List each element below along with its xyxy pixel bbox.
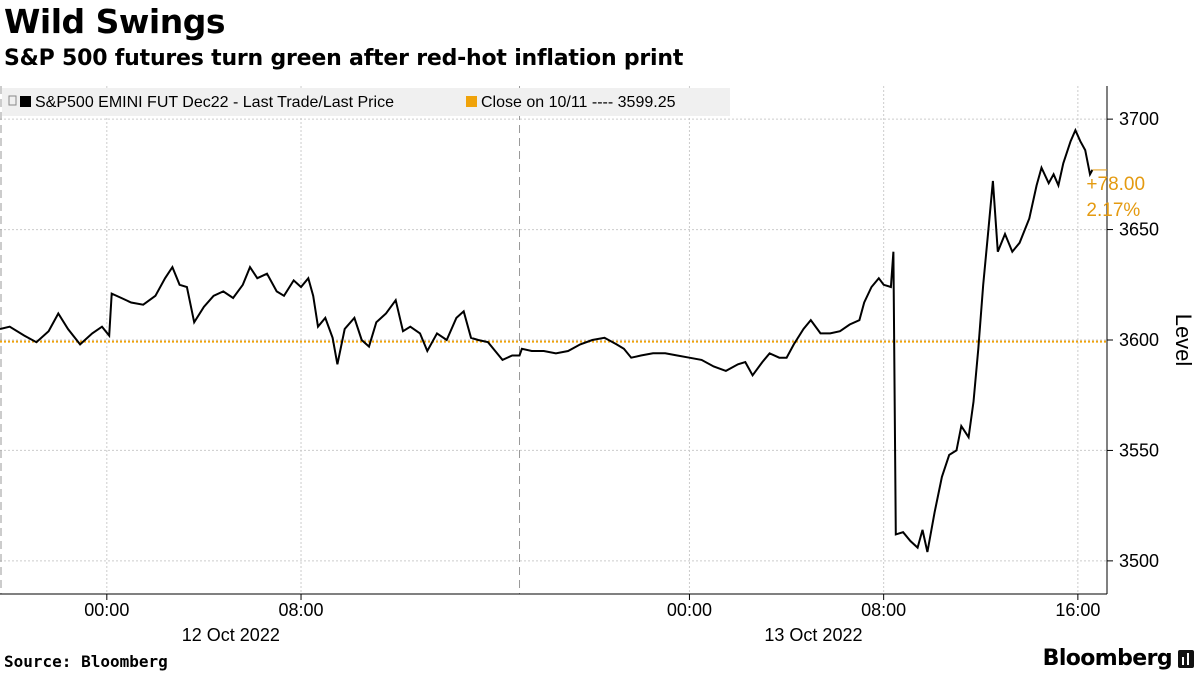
chart-subtitle: S&P 500 futures turn green after red-hot… [4, 46, 684, 71]
series [0, 127, 1094, 553]
y-tick-label: 3600 [1119, 330, 1159, 350]
x-tick-label: 16:00 [1055, 600, 1100, 620]
x-axis: 00:00 12 Oct 2022 08:00 00:00 13 Oct 2022 08:… [0, 593, 1107, 645]
change-label: +78.00 [1086, 174, 1145, 195]
legend-swatch [466, 96, 477, 107]
y-tick-label: 3700 [1119, 109, 1159, 129]
x-tick-label: 08:00 [279, 600, 324, 620]
grid [0, 86, 1107, 594]
last-point-annotation: +78.00 2.17% [1086, 169, 1145, 221]
x-tick-label: 08:00 [861, 600, 906, 620]
x-tick-label: 00:00 [667, 600, 712, 620]
y-tick-label: 3650 [1119, 220, 1159, 240]
y-tick-label: 3500 [1119, 551, 1159, 571]
legend-entry: Close on 10/11 ---- 3599.25 [481, 94, 676, 111]
legend-swatch [20, 96, 31, 107]
brand-logo: Bloomberg [1043, 646, 1194, 671]
legend-entry: S&P500 EMINI FUT Dec22 - Last Trade/Last… [35, 94, 394, 111]
y-axis: 3500 3550 3600 3650 3700 Level [1106, 86, 1196, 594]
bloomberg-chart-icon [1178, 649, 1194, 668]
percent-label: 2.17% [1086, 200, 1140, 221]
source-note: Source: Bloomberg [4, 652, 168, 671]
legend: S&P500 EMINI FUT Dec22 - Last Trade/Last… [2, 88, 730, 116]
legend-handle-icon [8, 95, 17, 106]
x-tick-label: 00:00 [84, 600, 129, 620]
x-date-label: 13 Oct 2022 [764, 625, 862, 645]
price-series-line [0, 127, 1094, 553]
chart-title: Wild Swings [4, 2, 225, 41]
y-tick-label: 3550 [1119, 440, 1159, 460]
y-axis-label: Level [1171, 314, 1196, 367]
brand-name: Bloomberg [1042, 646, 1173, 671]
x-date-label: 12 Oct 2022 [182, 625, 280, 645]
legend-background [2, 88, 730, 116]
